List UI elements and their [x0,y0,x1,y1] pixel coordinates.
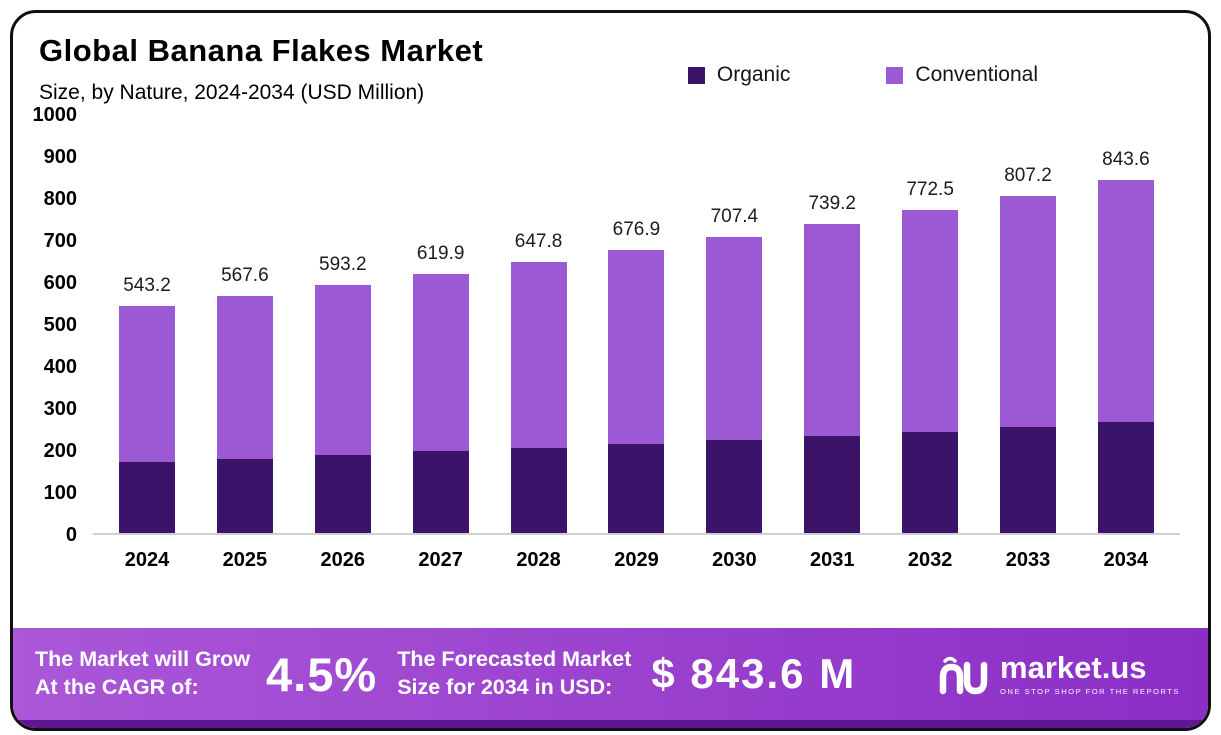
bar-group: 772.5 [902,115,959,533]
bar-stack [902,210,959,533]
bar-group: 707.4 [706,115,763,533]
bar-group: 567.6 [216,115,273,533]
brand-tagline: ONE STOP SHOP FOR THE REPORTS [1000,687,1180,696]
bar-stack [510,262,567,533]
bar-total-label: 772.5 [906,179,954,201]
bar-segment-conventional [1097,180,1154,423]
bar-stack [314,285,371,533]
page-title: Global Banana Flakes Market [39,33,484,68]
x-tick-label: 2032 [907,549,953,571]
bar-stack [608,250,665,533]
bar-total-label: 807.2 [1004,164,1052,186]
bar-segment-conventional [510,262,567,448]
bar-segment-conventional [216,295,273,459]
x-tick-label: 2029 [614,549,659,571]
bar-segment-conventional [608,250,665,444]
bar-total-label: 593.2 [319,254,367,276]
bar-total-label: 647.8 [514,231,563,253]
legend-swatch [886,66,904,84]
bar-segment-conventional [804,224,861,437]
forecast-value: $ 843.6 M [651,650,857,697]
bar-group: 843.6 [1097,115,1154,533]
x-tick-label: 2027 [418,549,463,571]
bar-total-label: 567.6 [221,264,269,286]
x-tick-label: 2028 [516,549,561,571]
bar-segment-organic [119,461,175,533]
bar-segment-organic [510,447,567,533]
x-tick-label: 2024 [124,549,170,571]
plot-wrap: 543.2 567.6 593.2 619.9 647.8 676.9 707.4 739.2… [93,115,1180,572]
bar-total-label: 543.2 [123,274,171,296]
bar-stack [119,305,175,533]
x-tick-label: 2033 [1005,549,1051,571]
bar-segment-organic [216,458,273,533]
brand-name: market.us [1000,650,1147,685]
x-tick-label: 2026 [320,549,366,571]
bar-total-label: 843.6 [1102,149,1150,171]
x-axis: 2024 2025 2026 2027 2028 2029 2030 2031 2032 2033… [93,549,1180,572]
bar-segment-organic [902,431,959,533]
bar-total-label: 676.9 [612,219,661,241]
bar-stack [706,237,763,533]
bar-segment-organic [1000,427,1057,533]
forecast-label-line2: Size for 2034 in USD: [397,675,613,699]
bar-segment-organic [1097,422,1154,533]
footer-banner: The Market will Grow At the CAGR of: 4.5… [13,628,1208,728]
bar-group: 593.2 [314,115,371,533]
bar-segment-organic [314,454,371,533]
x-tick-label: 2031 [809,549,855,571]
bar-segment-organic [706,440,763,533]
cagr-label: The Market will Grow At the CAGR of: [35,646,250,702]
legend-label: Organic [716,63,791,86]
x-tick-label: 2025 [222,549,268,571]
bar-group: 807.2 [1000,115,1057,533]
bar-group: 619.9 [412,115,469,533]
bar-chart: 1000 900 800 700 600 500 400 300 200 100 0 543.2 56… [13,103,1208,572]
legend: Organic Conventional [687,63,1038,87]
chart-header: Global Banana Flakes Market Size, by Nat… [13,13,1208,105]
bar-stack [804,224,861,533]
bar-total-label: 739.2 [808,193,856,215]
y-axis: 1000 900 800 700 600 500 400 300 200 100 0 [32,103,78,546]
bar-segment-conventional [1000,195,1057,428]
legend-item-conventional: Conventional [886,63,1038,87]
bar-group: 676.9 [608,115,665,533]
legend-swatch [687,66,705,84]
bar-segment-conventional [119,305,175,462]
brand-text: market.us ONE STOP SHOP FOR THE REPORTS [1000,652,1180,696]
legend-label: Conventional [915,63,1038,86]
bar-total-label: 707.4 [710,206,759,228]
chart-card: Global Banana Flakes Market Size, by Nat… [10,10,1211,731]
bar-group: 647.8 [510,115,567,533]
bar-segment-conventional [902,210,959,432]
bar-total-label: 619.9 [416,242,465,264]
bar-segment-conventional [314,285,371,455]
plot-area: 543.2 567.6 593.2 619.9 647.8 676.9 707.4 739.2… [93,115,1180,535]
bar-stack [216,295,273,533]
cagr-label-line2: At the CAGR of: [35,675,199,699]
bar-stack [412,273,469,533]
bar-segment-organic [608,443,665,533]
bar-segment-organic [804,436,861,533]
cagr-label-line1: The Market will Grow [35,647,251,672]
legend-item-organic: Organic [687,63,791,87]
bar-group: 543.2 [119,115,175,533]
brand: market.us ONE STOP SHOP FOR THE REPORTS [934,652,1186,696]
bar-stack [1000,195,1057,533]
marketus-logo-icon [939,656,988,695]
bar-segment-conventional [412,273,469,452]
forecast-label-line1: The Forecasted Market [397,647,632,672]
chart-subtitle: Size, by Nature, 2024-2034 (USD Million) [39,81,425,104]
bar-segment-conventional [706,237,763,441]
title-block: Global Banana Flakes Market Size, by Nat… [39,33,483,105]
cagr-value: 4.5% [266,647,378,701]
forecast-label: The Forecasted Market Size for 2034 in U… [397,646,631,702]
bar-stack [1097,180,1154,533]
x-tick-label: 2030 [712,549,757,571]
bar-group: 739.2 [804,115,861,533]
bar-segment-organic [412,451,469,533]
x-tick-label: 2034 [1103,549,1149,571]
